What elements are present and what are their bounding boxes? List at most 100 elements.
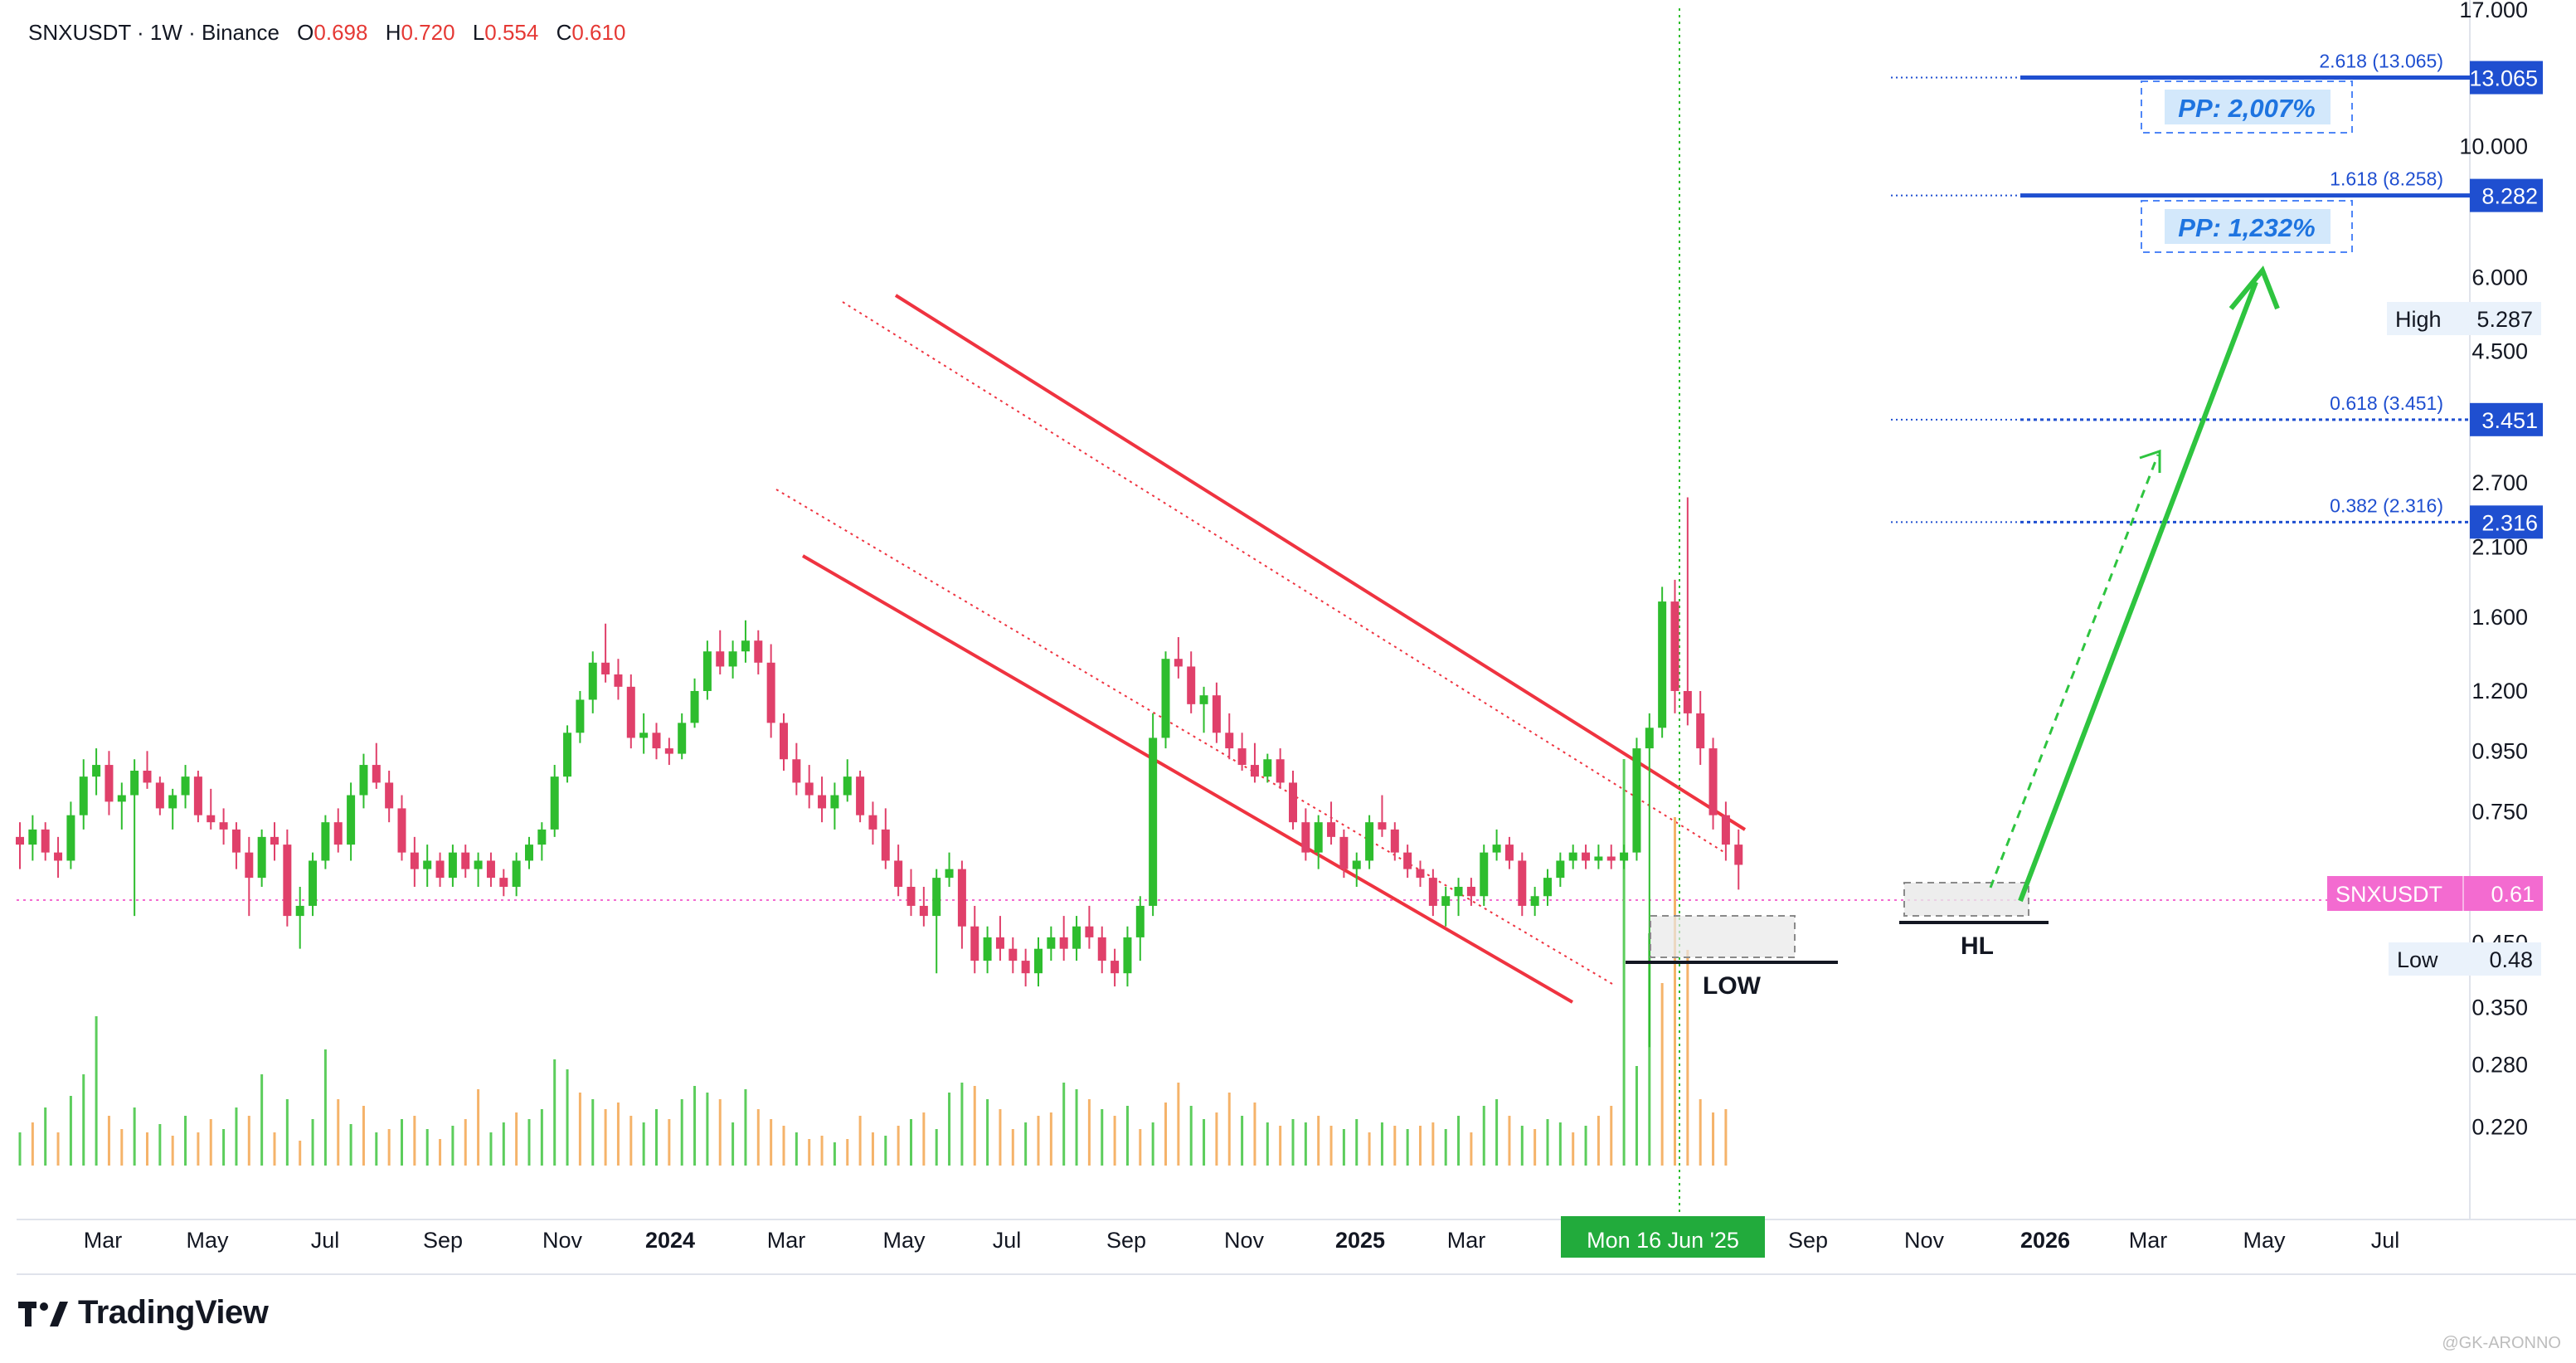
time-tick-label: Sep xyxy=(1788,1228,1828,1253)
close-value: 0.610 xyxy=(571,20,626,45)
volume-bar xyxy=(655,1109,658,1166)
candle-body xyxy=(1594,856,1603,861)
time-tick-label: Mar xyxy=(84,1228,123,1253)
volume-bar xyxy=(1317,1116,1320,1166)
candle-body xyxy=(678,723,687,754)
candle-body xyxy=(690,690,699,723)
volume-bar xyxy=(69,1096,72,1166)
volume-bar xyxy=(1699,1099,1702,1166)
price-tick-label: 2.100 xyxy=(2472,535,2528,560)
descending-channel[interactable] xyxy=(775,294,1747,1004)
channel-upper-inner-line[interactable] xyxy=(842,301,1726,854)
volume-bar xyxy=(846,1139,849,1166)
volume-bar xyxy=(1024,1122,1028,1166)
candle-body xyxy=(588,662,597,700)
candle-body xyxy=(1568,852,1577,861)
time-tick-label: Mar xyxy=(767,1228,806,1253)
volume-bar xyxy=(820,1136,824,1166)
price-tick-label: 0.280 xyxy=(2472,1053,2528,1078)
candle-body xyxy=(1428,878,1437,906)
candle-body xyxy=(894,860,903,887)
candle-body xyxy=(1632,748,1641,853)
hl-zone-box[interactable] xyxy=(1903,882,2029,917)
volume-bar xyxy=(222,1129,226,1166)
price-axis[interactable]: 17.000 10.000 6.000 4.500 2.700 2.100 1.600 1.2… xyxy=(2459,0,2528,1139)
volume-bar xyxy=(871,1132,874,1166)
time-tick-label: May xyxy=(2243,1228,2286,1253)
candle-body xyxy=(639,733,649,738)
projection-arrow-dashed-head xyxy=(2139,449,2161,473)
volume-bar xyxy=(95,1016,98,1166)
candle-body xyxy=(1187,666,1196,704)
candle-body xyxy=(652,733,661,749)
volume-bar xyxy=(744,1089,747,1166)
candle-body xyxy=(1658,601,1667,728)
candle-body xyxy=(1416,869,1425,879)
candle-body xyxy=(321,822,330,861)
pp-box-bottom[interactable]: PP: 1,232% xyxy=(2141,200,2353,253)
candle-body xyxy=(193,776,202,815)
time-tick-label: Nov xyxy=(1224,1228,1265,1253)
candle-body xyxy=(1212,695,1221,733)
volume-bar xyxy=(1164,1103,1167,1166)
low-zone[interactable]: LOW xyxy=(1626,915,1838,1000)
volume-bar xyxy=(884,1136,887,1166)
volume-bar xyxy=(1482,1106,1485,1166)
pp-box-top[interactable]: PP: 2,007% xyxy=(2141,80,2353,134)
pp-box-top-text: PP: 2,007% xyxy=(2178,94,2315,123)
volume-bar xyxy=(668,1119,671,1166)
volume-bar xyxy=(897,1126,900,1166)
volume-bar xyxy=(1457,1116,1461,1166)
candle-body xyxy=(1250,765,1259,777)
candle-body xyxy=(1556,860,1565,879)
volume-bar xyxy=(502,1122,505,1166)
time-tick-label: Sep xyxy=(423,1228,463,1253)
candle-body xyxy=(231,829,241,853)
candle-body xyxy=(804,782,814,796)
volume-bar xyxy=(1419,1126,1422,1166)
candle-body xyxy=(283,845,292,917)
fibonacci-levels[interactable]: 2.618 (13.065) 13.065 1.618 (8.258) 8.282 0.… xyxy=(1891,51,2543,539)
projection-arrow-main[interactable] xyxy=(2018,280,2258,903)
volume-bar xyxy=(1470,1132,1473,1166)
channel-lower-inner-line[interactable] xyxy=(775,489,1613,985)
candle-body xyxy=(1734,845,1743,865)
volume-bar xyxy=(1139,1129,1142,1166)
candle-body xyxy=(66,815,75,861)
low-tag-label: Low xyxy=(2397,947,2438,972)
brand[interactable]: TradingView xyxy=(18,1294,269,1331)
channel-lower-line[interactable] xyxy=(801,554,1574,1004)
projection-arrow-head xyxy=(2228,265,2280,310)
legend-header: SNXUSDT · 1W · Binance O0.698 H0.720 L0.… xyxy=(28,20,625,46)
candle-body xyxy=(257,836,266,879)
time-axis[interactable]: Mar May Jul Sep Nov 2024 Mar May Jul Sep Nov 2025 Ma… xyxy=(84,1216,2400,1258)
volume-bar xyxy=(680,1099,683,1166)
projection-arrow-dashed[interactable] xyxy=(1989,454,2160,888)
candle-body xyxy=(945,869,954,879)
volume-bar xyxy=(731,1122,735,1166)
channel-upper-line[interactable] xyxy=(894,294,1747,831)
low-zone-box[interactable] xyxy=(1650,915,1796,958)
volume-bar xyxy=(782,1126,785,1166)
volume-bar xyxy=(1635,1066,1638,1166)
candle-body xyxy=(16,836,24,845)
volume-bar xyxy=(578,1093,581,1166)
volume-bar xyxy=(1049,1112,1052,1166)
candle-body xyxy=(245,852,254,879)
volume-bar xyxy=(464,1119,467,1166)
volume-bar xyxy=(718,1099,722,1166)
volume-bar xyxy=(1329,1126,1333,1166)
volume-bar xyxy=(616,1103,620,1166)
candle-body xyxy=(1301,822,1310,853)
hl-zone[interactable]: HL xyxy=(1899,882,2049,960)
volume-bar xyxy=(158,1124,162,1166)
candle-body xyxy=(702,651,712,691)
time-tick-label: Jul xyxy=(993,1228,1022,1253)
candle-body xyxy=(1696,713,1705,749)
crosshair-date-bg xyxy=(1561,1216,1765,1258)
volume-bar xyxy=(1291,1119,1295,1166)
volume-bar xyxy=(1342,1129,1345,1166)
candle-body xyxy=(1606,856,1616,861)
price-tick-label: 2.700 xyxy=(2472,470,2528,495)
